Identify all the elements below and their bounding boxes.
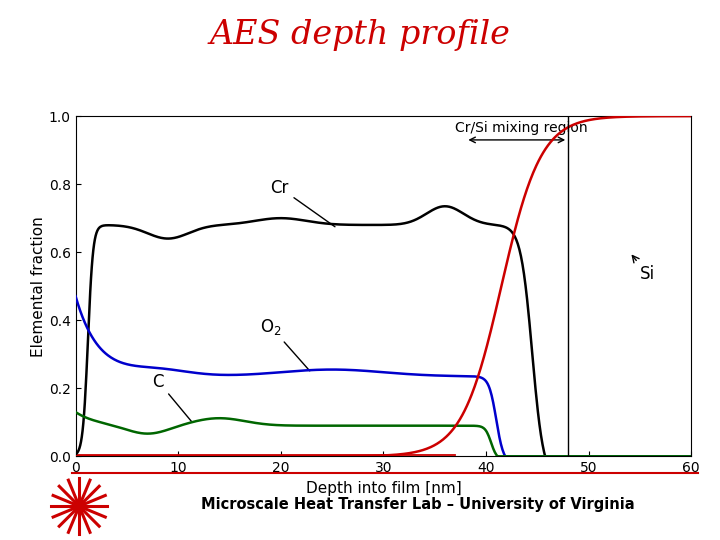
Text: Microscale Heat Transfer Lab – University of Virginia: Microscale Heat Transfer Lab – Universit…	[201, 497, 634, 512]
Circle shape	[73, 500, 86, 512]
Text: O$_2$: O$_2$	[261, 317, 310, 371]
Text: Cr/Si mixing region: Cr/Si mixing region	[455, 121, 588, 135]
Text: C: C	[153, 373, 192, 422]
Y-axis label: Elemental fraction: Elemental fraction	[31, 216, 46, 356]
Text: Si: Si	[632, 255, 655, 284]
X-axis label: Depth into film [nm]: Depth into film [nm]	[305, 481, 462, 496]
Text: Cr: Cr	[271, 179, 335, 227]
Text: AES depth profile: AES depth profile	[210, 19, 510, 51]
